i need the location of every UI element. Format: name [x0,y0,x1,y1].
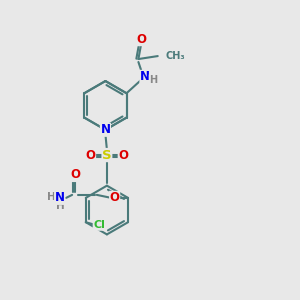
Text: O: O [110,191,120,204]
Text: CH₃: CH₃ [165,51,185,61]
Text: H: H [47,192,56,202]
Text: O: O [70,169,80,182]
Text: S: S [102,148,112,162]
Text: N: N [100,123,110,136]
Text: O: O [136,33,146,46]
Text: H: H [56,201,64,211]
Text: O: O [85,148,96,162]
Text: N: N [140,70,150,83]
Text: O: O [118,148,128,162]
Text: H: H [149,75,157,85]
Text: Cl: Cl [93,220,105,230]
Text: N: N [55,191,64,204]
